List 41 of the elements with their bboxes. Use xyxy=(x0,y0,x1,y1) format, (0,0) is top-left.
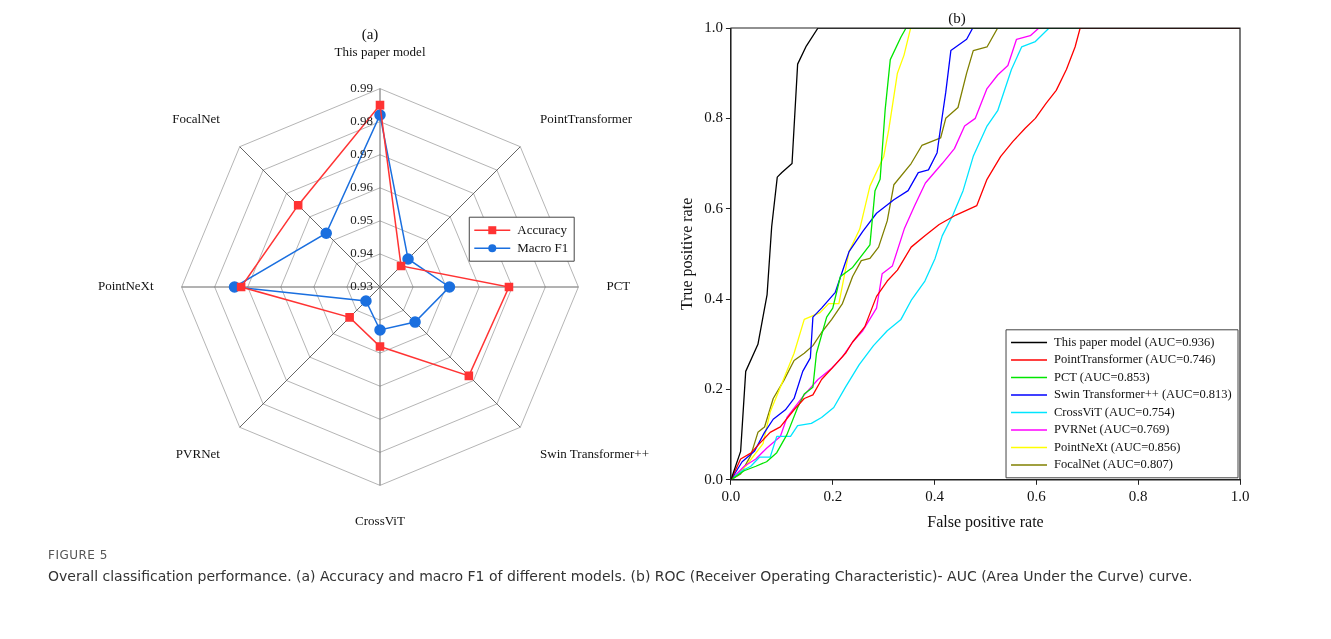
x-tick-label: 0.2 xyxy=(823,487,843,504)
y-tick-label: 0.4 xyxy=(704,290,724,307)
legend-label: Macro F1 xyxy=(517,239,569,255)
y-tick-label: 1.0 xyxy=(704,18,723,35)
legend-label: Swin Transformer++ (AUC=0.813) xyxy=(1054,387,1232,402)
legend-label: Accuracy xyxy=(517,221,568,237)
legend-label: FocalNet (AUC=0.807) xyxy=(1054,457,1173,472)
spoke-label: Swin Transformer++ xyxy=(540,446,650,462)
y-axis-title: True positive rate xyxy=(677,197,696,311)
spoke-label: PVRNet xyxy=(175,446,221,462)
spoke-label: CrossViT xyxy=(355,512,405,528)
spoke-label: This paper model xyxy=(334,44,426,60)
chart-title: (a) xyxy=(361,25,379,43)
text: Overall classification performance. (a) Accuracy and macro F1 of different models. (b) ROC (Receiver Operating Characteristic)- AUC (Area Under the Curve) curve. xyxy=(48,567,1194,586)
legend-label: This paper model (AUC=0.936) xyxy=(1054,334,1215,349)
x-tick-label: 0.0 xyxy=(721,487,741,504)
y-tick-label: 0.0 xyxy=(704,470,723,487)
x-tick-label: 1.0 xyxy=(1230,487,1250,504)
legend-label: PCT (AUC=0.853) xyxy=(1054,369,1150,384)
y-tick-label: 0.93 xyxy=(350,278,373,294)
spoke-label: PointTransformer xyxy=(540,110,633,126)
spoke-label: PointNeXt xyxy=(97,278,154,294)
y-tick-label: 0.6 xyxy=(704,199,724,216)
caption: FIGURE 5 xyxy=(48,548,109,562)
y-tick-label: 0.2 xyxy=(704,380,723,397)
x-tick-label: 0.6 xyxy=(1027,487,1047,504)
x-axis-title: False positive rate xyxy=(927,512,1044,531)
legend-label: PointNeXt (AUC=0.856) xyxy=(1054,439,1181,454)
y-tick-label: 0.99 xyxy=(350,80,373,96)
y-tick-label: 0.96 xyxy=(350,179,374,195)
y-tick-label: 0.8 xyxy=(704,109,723,126)
x-tick-label: 0.8 xyxy=(1128,487,1148,504)
legend-label: PVRNet (AUC=0.769) xyxy=(1054,422,1170,437)
y-tick-label: 0.94 xyxy=(350,245,374,261)
spoke-label: FocalNet xyxy=(172,110,221,126)
spoke-label: PCT xyxy=(606,278,631,294)
chart-title: (b) xyxy=(948,9,966,27)
legend-label: PointTransformer (AUC=0.746) xyxy=(1054,352,1216,367)
x-tick-label: 0.4 xyxy=(925,487,945,504)
y-tick-label: 0.95 xyxy=(350,212,373,228)
legend-label: CrossViT (AUC=0.754) xyxy=(1054,404,1175,419)
